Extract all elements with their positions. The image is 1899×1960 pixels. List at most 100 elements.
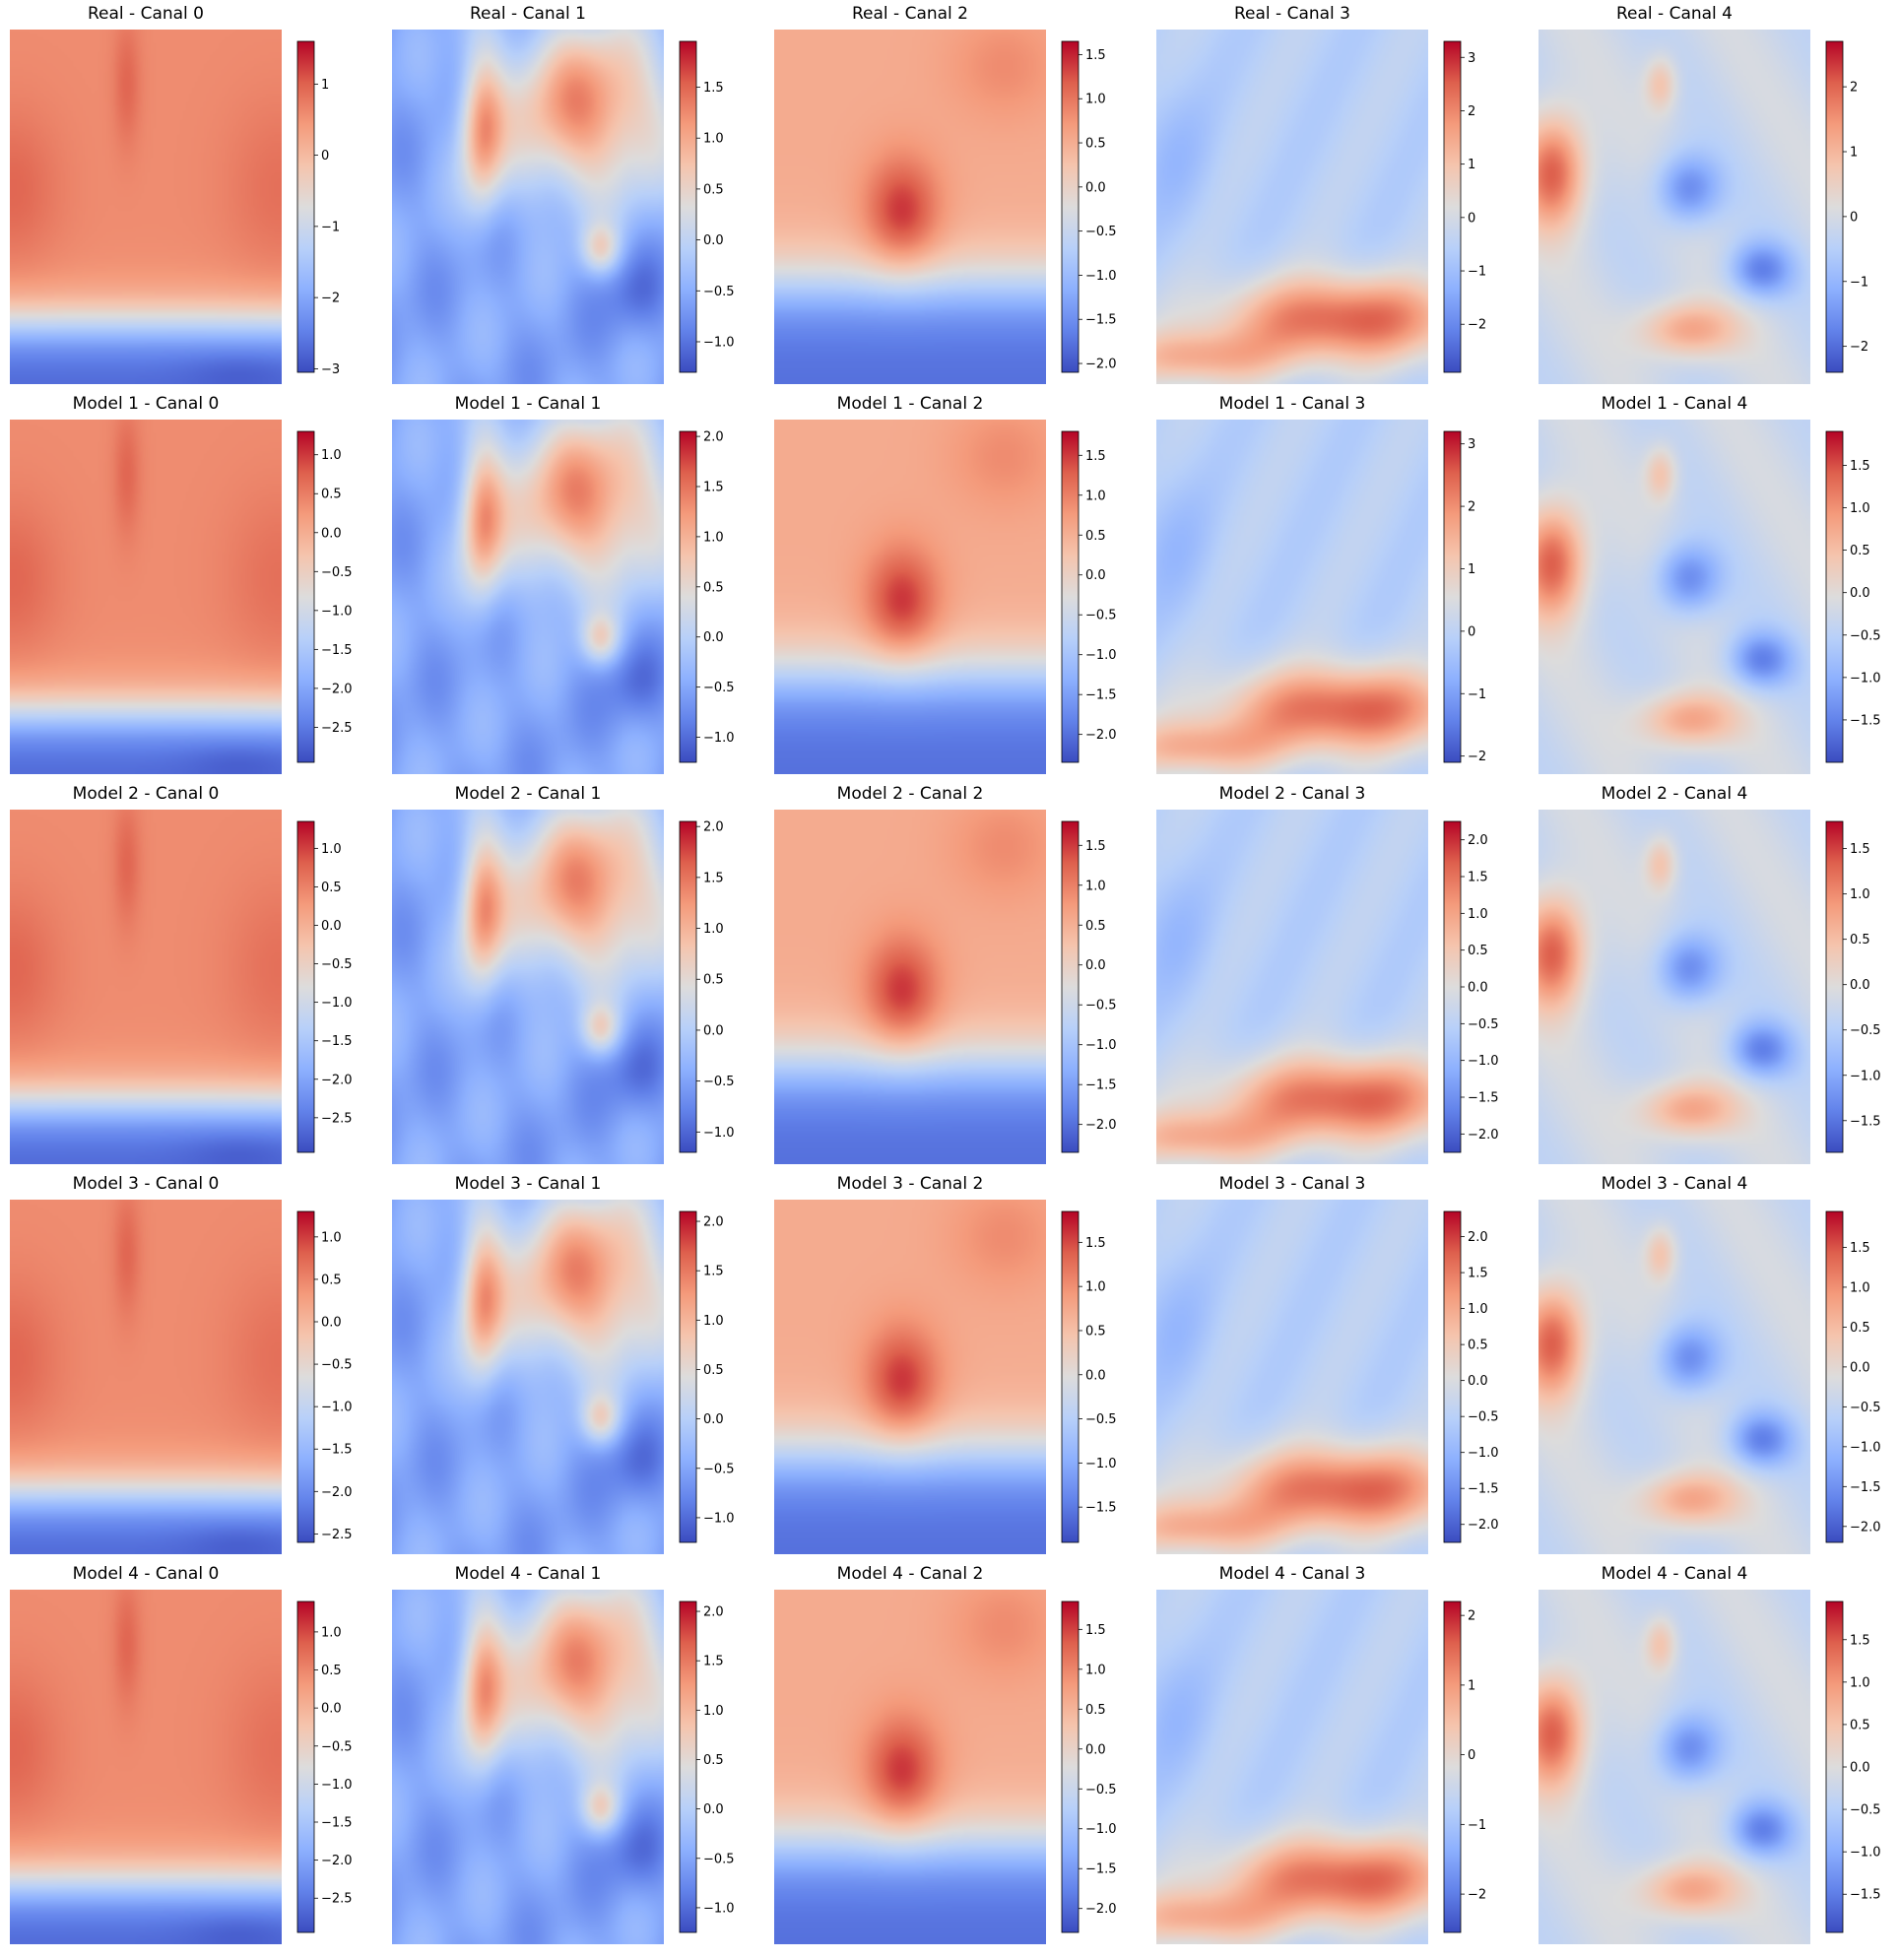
colorbar-tick-label: 0.0: [1085, 1368, 1106, 1383]
subplot-panel: Model 3 - Canal 2 1.5 1.0 0.5 0.0 −0.5 −1.0 −1.…: [774, 1172, 1138, 1554]
colorbar-tick-label: −2.0: [321, 1854, 353, 1868]
heatmap-image: [1156, 1590, 1428, 1944]
colorbar-tick-label: −1.0: [321, 604, 353, 619]
colorbar-tick-label: −1.0: [703, 1901, 735, 1916]
colorbar-tick-label: 0.0: [703, 1023, 724, 1038]
colorbar-tick-label: −2.5: [321, 1528, 353, 1542]
colorbar-tick-label: 1.0: [703, 922, 724, 937]
colorbar-tick-label: −0.5: [1085, 1783, 1117, 1797]
colorbar-tick-label: −2.5: [321, 1892, 353, 1907]
colorbar-tick-label: 1.0: [321, 1625, 342, 1640]
colorbar: 3 2 1 0 −1 −2: [1443, 430, 1486, 764]
subplot-title: Model 3 - Canal 3: [1218, 1174, 1366, 1194]
colorbar-tick-label: −1.0: [321, 996, 353, 1011]
subplot-panel: Model 4 - Canal 0 1.0 0.5 0.0 −0.5 −1.0 −1.5 −2…: [10, 1562, 373, 1944]
subplot-title: Real - Canal 4: [1615, 4, 1733, 24]
colorbar-tick-label: 2.0: [703, 1605, 724, 1620]
colorbar-tick-label: 2: [1468, 500, 1475, 515]
colorbar-tick-label: −2: [321, 292, 340, 306]
colorbar: 1.0 0.5 0.0 −0.5 −1.0 −1.5 −2.0 −2.5: [296, 1210, 353, 1543]
colorbar-tick-label: 1.0: [1085, 1280, 1106, 1295]
colorbar-tick-label: −2: [1468, 318, 1486, 333]
colorbar-tick-label: −2: [1468, 1888, 1486, 1903]
colorbar: 1.5 1.0 0.5 0.0 −0.5 −1.0 −1.5 −2.0: [1061, 820, 1117, 1153]
colorbar-tick-label: 0: [1468, 624, 1475, 639]
colorbar-tick-label: 1.5: [703, 1655, 724, 1669]
subplot-panel: Model 1 - Canal 1 2.0 1.5 1.0 0.5 0.0 −0.5 −1.0: [392, 392, 755, 774]
colorbar-tick-label: −1.5: [1468, 1091, 1499, 1106]
colorbar-tick-label: 2.0: [1468, 1230, 1488, 1245]
colorbar-tick-label: −1.5: [1085, 313, 1117, 328]
colorbar-tick-label: −1.5: [1850, 1480, 1881, 1495]
colorbar-gradient: [296, 1601, 315, 1933]
colorbar: 2.0 1.5 1.0 0.5 0.0 −0.5 −1.0: [679, 820, 735, 1153]
subplot-title: Model 1 - Canal 0: [72, 394, 220, 414]
colorbar-tick-label: −0.5: [321, 1739, 353, 1754]
colorbar-tick-label: 1.0: [321, 842, 342, 857]
colorbar-tick-label: 1.0: [321, 448, 342, 463]
colorbar-tick-label: 0.0: [1850, 1360, 1870, 1375]
colorbar-tick-label: 0: [1468, 1748, 1475, 1763]
colorbar-tick-label: −1.5: [1850, 1114, 1881, 1129]
heatmap-image: [1539, 1590, 1810, 1944]
colorbar: 2 1 0 −1 −2: [1443, 1601, 1486, 1933]
colorbar-tick-label: 1.5: [1085, 1236, 1106, 1251]
subplot-title: Real - Canal 1: [469, 4, 586, 24]
colorbar-tick-label: 0.0: [1850, 978, 1870, 993]
subplot-panel: Real - Canal 3 3 2 1 0 −1 −2: [1156, 2, 1520, 384]
colorbar-tick-label: −0.5: [703, 1075, 735, 1089]
colorbar-tick-label: −0.5: [321, 957, 353, 972]
subplot-title: Model 4 - Canal 4: [1601, 1564, 1748, 1584]
colorbar: 2 1 0 −1 −2: [1825, 40, 1868, 373]
subplot-title: Model 4 - Canal 0: [72, 1564, 220, 1584]
colorbar-tick-label: 0.0: [703, 630, 724, 645]
colorbar-tick-label: −2.5: [321, 721, 353, 736]
colorbar-tick-label: 0.5: [703, 182, 724, 197]
subplot-title: Real - Canal 3: [1233, 4, 1350, 24]
subplot-panel: Model 4 - Canal 4 1.5 1.0 0.5 0.0 −0.5 −1.0 −1.…: [1539, 1562, 1899, 1944]
subplot-panel: Model 2 - Canal 4 1.5 1.0 0.5 0.0 −0.5 −1.0 −1.…: [1539, 782, 1899, 1164]
colorbar-gradient: [679, 40, 697, 373]
colorbar-tick-label: 0.5: [1085, 529, 1106, 544]
colorbar-tick-label: 1.5: [1085, 48, 1106, 63]
colorbar-tick-label: 0.0: [1085, 1742, 1106, 1757]
colorbar-tick-label: 1.5: [1850, 1241, 1870, 1256]
colorbar-tick-label: 1.0: [1850, 1280, 1870, 1295]
heatmap-image: [392, 1590, 664, 1944]
colorbar-tick-label: −1: [321, 220, 340, 234]
colorbar-gradient: [1825, 1210, 1844, 1543]
colorbar-tick-label: −2.0: [1468, 1518, 1499, 1533]
colorbar-gradient: [296, 820, 315, 1153]
heatmap-image: [392, 810, 664, 1164]
subplot-title: Model 2 - Canal 0: [72, 784, 220, 804]
colorbar-tick-label: 1.0: [1850, 501, 1870, 516]
colorbar-tick-label: 0: [1850, 210, 1858, 225]
colorbar-tick-label: 1.0: [703, 1704, 724, 1719]
subplot-panel: Model 4 - Canal 2 1.5 1.0 0.5 0.0 −0.5 −1.0 −1.…: [774, 1562, 1138, 1944]
colorbar-tick-label: 2.0: [1468, 833, 1488, 848]
subplot-panel: Real - Canal 4 2 1 0 −1 −2: [1539, 2, 1899, 384]
heatmap-image: [1156, 420, 1428, 774]
subplot-panel: Real - Canal 2 1.5 1.0 0.5 0.0 −0.5 −1.0 −1.5 −2…: [774, 2, 1138, 384]
colorbar-gradient: [296, 40, 315, 373]
colorbar-tick-label: 1.5: [1850, 842, 1870, 857]
colorbar-gradient: [679, 1210, 697, 1543]
colorbar: 1 0 −1 −2 −3: [296, 40, 340, 377]
colorbar-tick-label: 0.5: [321, 1664, 342, 1678]
colorbar-tick-label: 0.5: [703, 1363, 724, 1378]
subplot-panel: Model 2 - Canal 0 1.0 0.5 0.0 −0.5 −1.0 −1.5 −2…: [10, 782, 373, 1164]
colorbar-gradient: [1061, 430, 1080, 763]
colorbar-tick-label: −0.5: [1468, 1017, 1499, 1032]
heatmap-image: [774, 1590, 1046, 1944]
colorbar-tick-label: −1.0: [1085, 269, 1117, 284]
subplot-title: Model 3 - Canal 1: [454, 1174, 602, 1194]
colorbar-tick-label: 0.0: [703, 1412, 724, 1427]
colorbar-tick-label: −1.5: [1085, 1501, 1117, 1516]
colorbar-tick-label: 1.5: [1085, 1623, 1106, 1638]
colorbar-tick-label: 0.5: [1850, 544, 1870, 558]
subplot-title: Model 1 - Canal 3: [1218, 394, 1366, 414]
colorbar-tick-label: −1.0: [1850, 1440, 1881, 1455]
colorbar-tick-label: 1.5: [1468, 1267, 1488, 1281]
colorbar-tick-label: 1.0: [703, 530, 724, 545]
